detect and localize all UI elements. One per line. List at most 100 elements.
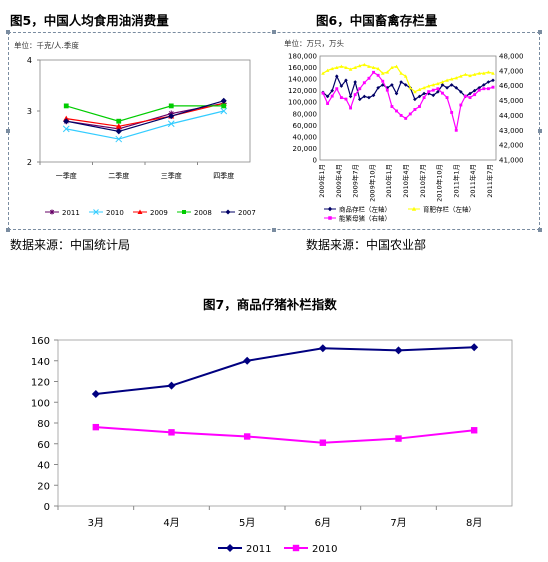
frame-handle-ml[interactable] [6,129,10,133]
fig5-legend-marker [225,209,231,215]
frame-handle-mr[interactable] [538,129,542,133]
fig6-point [390,105,394,108]
fig6-xtick-label: 2010年10月 [435,164,444,202]
fig6-point [482,71,486,75]
fig6-xtick-label: 2011年4月 [468,164,477,198]
fig6-point [408,112,412,116]
fig6-point [441,91,444,95]
fig6-point [371,65,376,69]
frame-handle-br[interactable] [538,228,542,232]
fig6-point [408,85,413,90]
fig6-point [357,64,362,68]
fig6-point [330,66,334,71]
fig7-xtick-label: 7月 [390,517,406,529]
fig6-point [459,103,463,107]
fig6-yleft-label: 60,000 [293,122,318,130]
fig6-point [380,71,385,75]
fig6-point [431,83,436,87]
figure7-chart[interactable]: 0 20 40 60 80 100 120 140 160 3月 4月 5月 6月 7月 8月 2011 201… [0,318,548,562]
fig6-point [482,83,486,87]
fig6-point [390,65,394,69]
frame-handle-bm[interactable] [272,228,276,232]
fig7-xtick-label: 8月 [466,517,482,529]
fig5-ytick-label: 4 [27,56,32,65]
figure7-title: 图7，商品仔猪补栏指数 [203,297,337,312]
fig6-point [454,85,459,90]
fig5-point-2010 [220,107,228,115]
fig6-point [390,83,394,87]
fig6-point [491,85,495,89]
fig6-point [472,88,477,93]
fig6-point [344,65,348,69]
fig6-point [454,128,458,132]
fig7-ytick-label: 160 [31,336,50,347]
fig6-point [422,91,426,96]
fig6-yleft-label: 120,000 [288,87,317,95]
fig6-point [468,91,472,96]
fig7-legend-label: 2011 [246,544,271,555]
fig6-point [459,90,463,94]
fig5-point-2008 [221,103,227,109]
chart-selection-frame[interactable] [6,30,542,232]
fig6-point [353,93,357,97]
fig6-point [491,78,495,83]
fig6-point [399,80,403,84]
fig6-point [385,88,389,92]
fig6-point [477,88,481,92]
frame-handle-tm[interactable] [272,30,276,34]
fig6-point [376,66,380,71]
fig6-point [376,85,380,90]
fig7-series-line-2010 [95,426,475,444]
frame-handle-bl[interactable] [6,228,10,232]
fig5-xtick-label: 三季度 [161,171,182,180]
figure5-chart[interactable]: 2 3 4 一季度 二季度 三季度 四季度 2011 2010 2009 2008 2007 [10,34,265,224]
fig6-point [459,74,463,78]
figure6-title: 图6，中国畜禽存栏量 [316,13,438,28]
figure5-title: 图5，中国人均食用油消费量 [10,13,169,28]
fig6-point [334,74,339,79]
fig6-yleft-label: 140,000 [288,76,317,84]
fig6-point [372,70,375,74]
fig6-point [362,94,367,99]
figure5-unit: 单位：千克/人.季度 [14,41,79,50]
figure6-source: 数据来源：中国农业部 [306,238,427,252]
fig6-point [445,78,449,82]
fig7-point-2011 [318,344,327,353]
frame-handle-tr[interactable] [538,30,542,34]
frame-handle-tl[interactable] [6,30,10,34]
fig6-point [418,105,421,108]
fig7-ytick-label: 140 [31,357,50,368]
fig7-series-line-2011 [95,346,475,395]
fig6-point [426,84,431,88]
fig6-point [326,102,330,105]
fig6-legend-label: 能繁母猪（右轴） [339,214,391,223]
fig6-point [482,87,486,91]
fig7-xtick-label: 5月 [239,517,255,529]
fig6-point [422,85,426,90]
fig5-point-2008 [63,103,69,109]
fig6-point [325,68,330,72]
fig5-series-line-2007 [66,100,224,133]
fig6-xtick-label: 2009年1月 [317,164,326,198]
fig6-point [321,71,325,75]
fig6-yleft-label: 160,000 [288,64,317,72]
fig6-point [349,106,353,110]
fig6-point [436,90,440,94]
fig6-point [417,87,422,91]
figure6-chart[interactable]: 0 20,000 40,000 60,000 80,000 100,000 120,000 1… [278,34,540,229]
fig6-point [330,94,334,98]
fig5-point-2007 [63,118,70,125]
fig6-point [348,94,353,99]
fig6-point [477,71,482,75]
fig6-point [449,83,454,87]
fig6-point [486,87,490,91]
fig5-legend-marker [137,209,143,214]
fig5-point-2008 [116,118,122,124]
fig6-legend-marker [411,206,417,211]
figure5-source: 数据来源：中国统计局 [10,238,131,252]
fig6-yright-label: 46,000 [499,82,524,90]
fig6-point [399,71,403,75]
fig7-xtick-label: 4月 [163,517,179,529]
fig6-point [445,96,449,100]
fig6-yright-label: 48,000 [499,53,524,61]
